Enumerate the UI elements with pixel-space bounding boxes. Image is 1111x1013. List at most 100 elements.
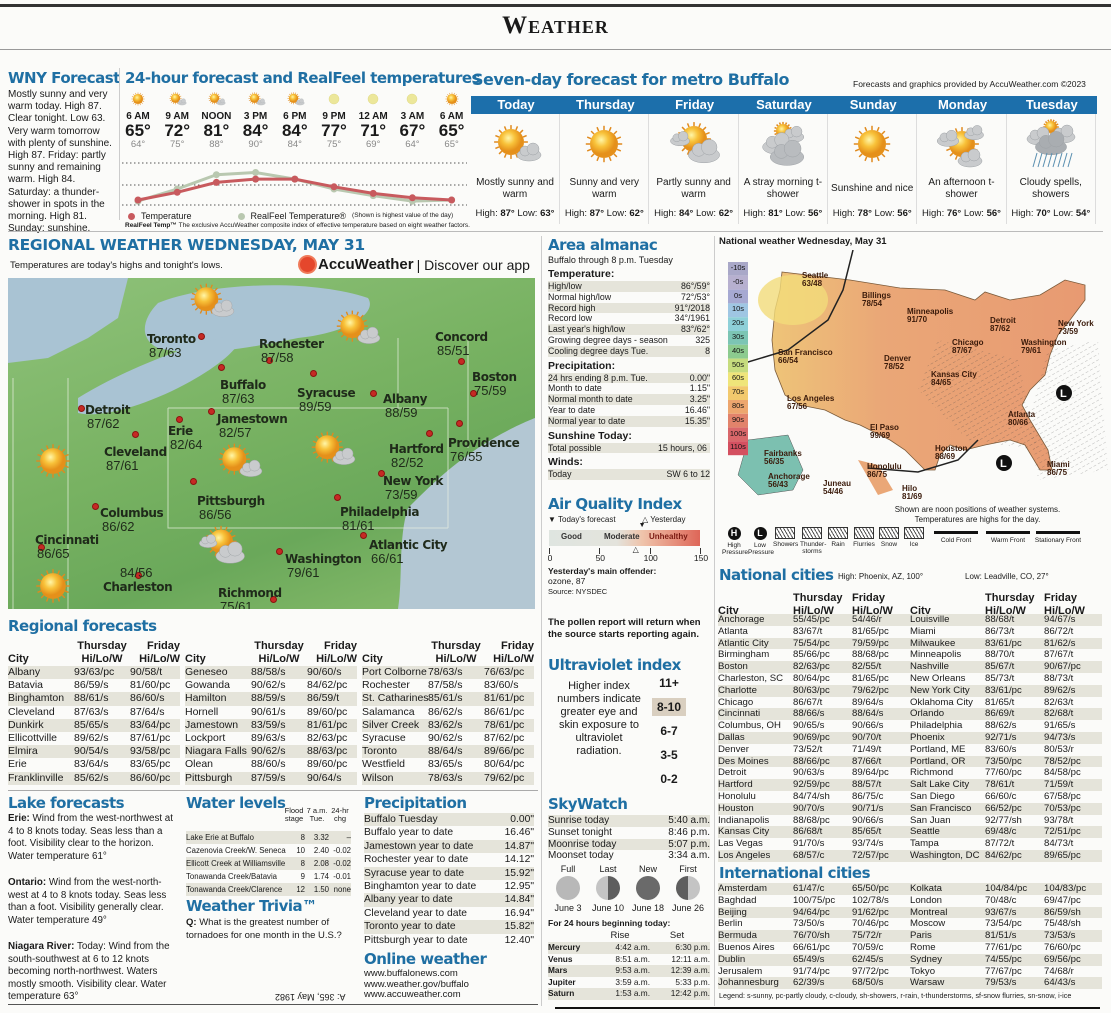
cell-value: 102/78/s	[852, 894, 889, 906]
row-label: Erie	[8, 758, 27, 771]
almanac-table: Total possible 15 hours, 06 minutes	[548, 442, 710, 454]
moon-phase-first-icon	[676, 876, 700, 900]
column-header: City	[362, 653, 383, 665]
table-row: Toronto 88/64/s 89/66/pc	[362, 745, 534, 759]
cell-value: 72/51/pc	[1044, 826, 1081, 838]
cell-value: 90/66/s	[852, 720, 884, 732]
city-temps: 67/56	[787, 402, 808, 411]
map-city-temps: 76/55	[450, 449, 483, 464]
row-label: Moscow	[910, 918, 946, 930]
map-city-name: Syracuse	[297, 386, 356, 400]
cell-value: 3:34 a.m.	[668, 850, 710, 862]
national-map-city: Juneau 54/46	[823, 480, 851, 496]
row-label: Growing degree days - season	[548, 334, 668, 345]
today-forecast-marker-icon: ▼	[638, 522, 646, 529]
row-label: Houston	[718, 802, 754, 814]
hour-realfeel: 88°	[209, 139, 224, 150]
low-value: 62°	[629, 208, 644, 219]
row-label: Honolulu	[718, 790, 756, 802]
aqi-band-label: Good	[561, 532, 582, 541]
cell-value: 94/64/pc	[793, 906, 830, 918]
map-city-label: 84/56 Charleston	[103, 566, 173, 595]
low-pressure-icon	[1056, 385, 1072, 401]
cell-value: 89/62/s	[74, 731, 109, 744]
table-row: Warsaw 79/53/s 64/43/s	[910, 977, 1102, 990]
city-temps: 91/70	[907, 315, 928, 324]
online-weather-link[interactable]: www.buffalonews.com	[364, 968, 458, 979]
city-name: Billings	[862, 291, 891, 300]
cell-value: 87/58/s	[428, 679, 463, 692]
table-row: Cincinnati 88/66/s 88/64/s	[718, 708, 910, 721]
day-description: Sunshine and nice	[831, 183, 914, 194]
city-temps: 79/61	[1021, 346, 1042, 355]
cell-value: 89/64/s	[852, 696, 884, 708]
table-row: Portland, ME 83/60/s 80/53/r	[910, 744, 1102, 756]
map-legend-item: Cold Front	[932, 527, 980, 544]
cell-value: 73/53/s	[1044, 930, 1076, 942]
cell-value: 8	[300, 859, 305, 868]
moon-phase-last-icon	[596, 876, 620, 900]
high-value: 87°	[589, 208, 605, 219]
forecast-credit: Forecasts and graphics provided by AccuW…	[853, 79, 1086, 89]
cell-value: 78/63/s	[428, 771, 463, 784]
map-city-temps: 73/59	[385, 487, 418, 502]
national-map-title: National weather Wednesday, May 31	[719, 236, 887, 247]
cell-value: 12	[296, 885, 305, 894]
online-weather-link[interactable]: www.weather.gov/buffalo	[364, 978, 469, 990]
almanac-table: 24 hrs ending 8 p.m. Tue. 0.00" Month to d…	[548, 372, 710, 427]
row-label: Beijing	[718, 906, 747, 918]
high-label: High:	[475, 208, 501, 219]
hour-column: 6 AM 65° 65°	[432, 92, 472, 150]
map-city-name: Philadelphia	[340, 505, 420, 519]
table-row: New Orleans 85/73/t 88/73/t	[910, 673, 1102, 685]
cell-value: 88/64/s	[852, 708, 884, 720]
hour-realfeel: 65°	[444, 139, 459, 150]
table-row: Los Angeles 68/57/c 72/57/pc	[718, 849, 910, 862]
map-city-temps: 87/61	[106, 458, 139, 473]
cell-value: 55/45/pc	[793, 614, 830, 625]
cell-value: 81/60/pc	[130, 679, 171, 692]
cell-value: 70/46/pc	[852, 918, 889, 930]
cell-value: 86/75/c	[852, 790, 884, 802]
cell-value: 82/63/pc	[793, 661, 830, 673]
cell-value: 65/49/s	[793, 953, 825, 965]
map-city-name: Providence	[448, 436, 520, 450]
aqi-tick	[649, 548, 651, 554]
cell-value: 90/71/s	[852, 802, 884, 814]
city-temps: 54/46	[823, 487, 844, 496]
low-value: 54°	[1075, 208, 1091, 219]
row-label: Normal year to date	[548, 415, 626, 426]
row-label: Montreal	[910, 906, 948, 918]
cell-value: 14.87"	[504, 840, 534, 852]
online-links: www.buffalonews.com www.weather.gov/buffa…	[364, 968, 469, 1001]
online-weather-link[interactable]: www.accuweather.com	[364, 989, 461, 1001]
city-name: Miami	[1047, 460, 1070, 469]
national-map-city: Los Angeles 67/56	[787, 395, 834, 411]
rain-pattern-icon	[828, 527, 848, 539]
cell-value: 14.12"	[504, 854, 534, 866]
cool-region	[758, 275, 828, 325]
cell-value: 73/50/pc	[985, 755, 1022, 767]
hour-realfeel: 64°	[405, 139, 420, 150]
map-legend-item: Stationary Front	[1034, 527, 1082, 544]
city-marker-icon	[334, 494, 341, 501]
city-marker-icon	[190, 478, 197, 485]
column-header: Thursday	[985, 592, 1035, 604]
temperature-point	[330, 183, 338, 191]
aqi-yesterday-label: Yesterday	[650, 515, 686, 524]
table-row: Buffalo year to date 16.46"	[364, 826, 534, 839]
row-label: Anchorage	[718, 614, 765, 625]
temperature-scale-band	[728, 441, 748, 456]
table-row: Charlotte 80/63/pc 79/62/pc	[718, 684, 910, 697]
row-label: Record low	[548, 313, 593, 324]
aqi-tick-label: 100	[643, 553, 658, 563]
online-weather-title: Online weather	[364, 950, 487, 968]
table-row: Albany year to date 14.84"	[364, 893, 534, 907]
cell-value: 89/60/pc	[307, 758, 348, 771]
cell-value: 80/64/pc	[484, 758, 525, 771]
cell-value: 83/65/pc	[130, 758, 171, 771]
hour-temperature: 84°	[242, 121, 269, 140]
moon-phase-name: Last	[599, 864, 617, 874]
divider	[8, 231, 1103, 232]
almanac-table: High/low 86°/59° Normal high/low 72°/53° Rec…	[548, 281, 710, 357]
